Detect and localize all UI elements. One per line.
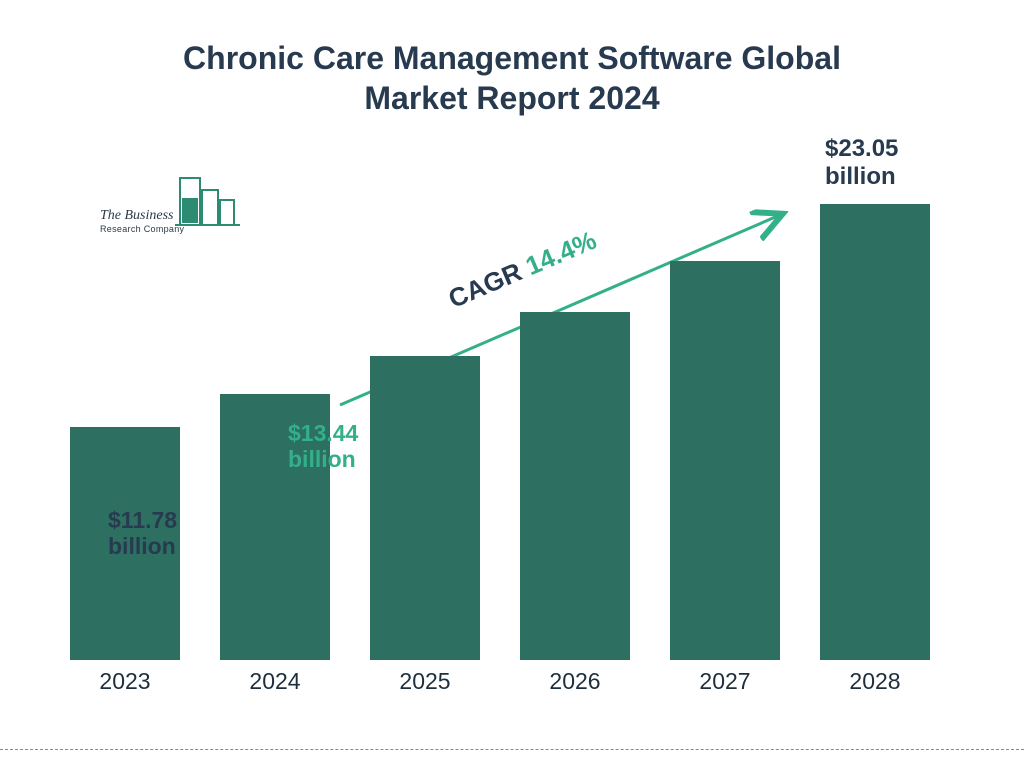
bar-2025 xyxy=(370,356,480,660)
footer-divider xyxy=(0,749,1024,750)
bar-2026 xyxy=(520,312,630,660)
title-line-1: Chronic Care Management Software Global xyxy=(183,40,841,76)
chart-canvas: Chronic Care Management Software Global … xyxy=(0,0,1024,768)
cagr-arrow xyxy=(60,175,940,695)
bar-2028 xyxy=(820,204,930,660)
cagr-prefix: CAGR xyxy=(444,253,533,313)
cagr-value: 14.4% xyxy=(521,225,601,281)
x-tick-label: 2025 xyxy=(370,668,480,695)
x-tick-label: 2028 xyxy=(820,668,930,695)
cagr-label: CAGR 14.4% xyxy=(444,225,601,315)
chart-title: Chronic Care Management Software Global … xyxy=(0,38,1024,118)
x-tick-label: 2024 xyxy=(220,668,330,695)
title-line-2: Market Report 2024 xyxy=(364,80,659,116)
bar-chart: CAGR 14.4% 2023 2024 2025 2026 2027 2028 $11.7… xyxy=(60,175,940,695)
x-tick-label: 2027 xyxy=(670,668,780,695)
x-axis-baseline xyxy=(60,659,940,660)
x-tick-label: 2023 xyxy=(70,668,180,695)
value-label-1: $13.44billion xyxy=(288,420,358,473)
bar-2027 xyxy=(670,261,780,660)
value-label-2: $23.05 billion xyxy=(825,135,940,190)
x-tick-label: 2026 xyxy=(520,668,630,695)
value-label-0: $11.78billion xyxy=(108,507,177,560)
